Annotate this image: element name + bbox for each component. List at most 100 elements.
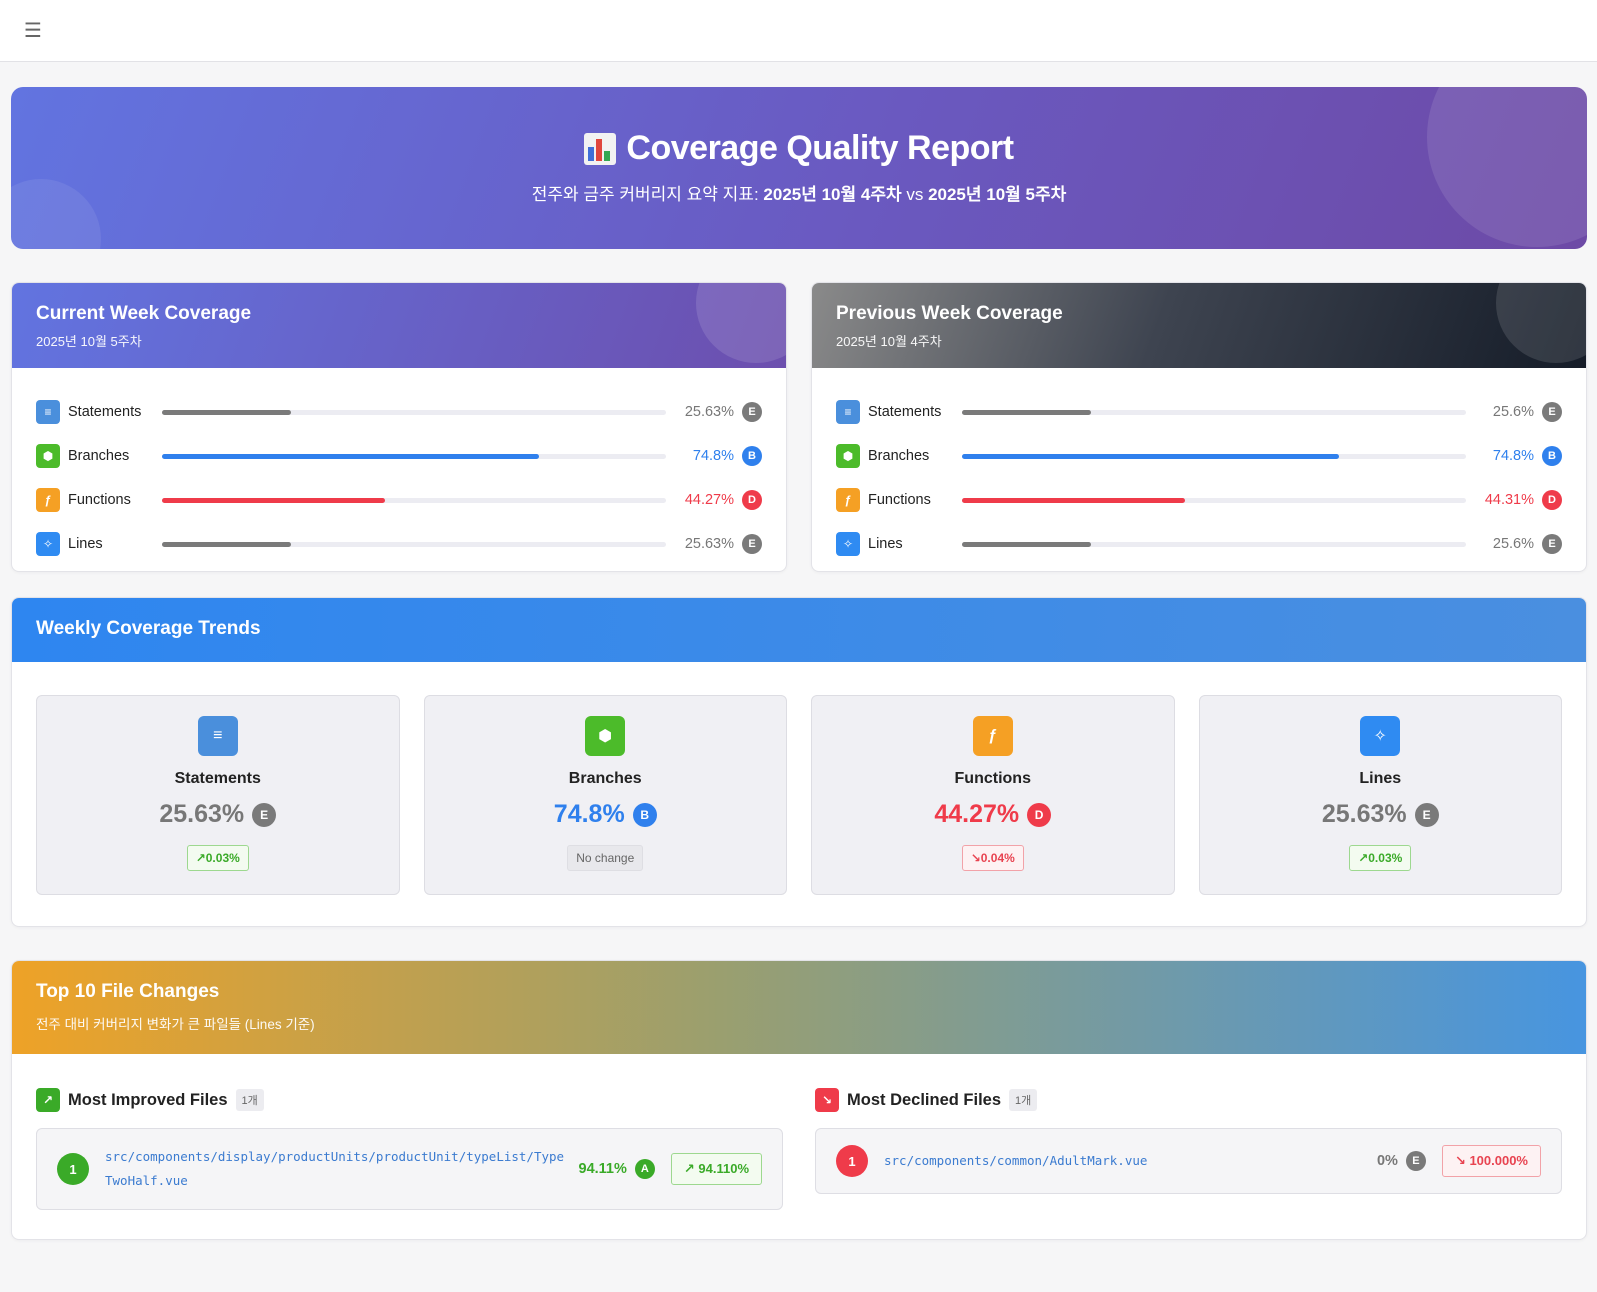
metric-value: 74.8% — [1492, 448, 1534, 464]
grade-badge: E — [252, 802, 277, 827]
change-badge: ↘ 100.000% — [1441, 1145, 1541, 1177]
grade-badge: E — [1405, 1151, 1426, 1171]
metric-row-functions: ƒ Functions 44.31% D — [836, 478, 1562, 522]
function-icon: ƒ — [972, 716, 1013, 756]
trend-value: 44.27% — [934, 800, 1020, 828]
trend-value: 74.8% — [553, 800, 625, 828]
trend-card-branches: ⬢ Branches 74.8% B No change — [423, 695, 787, 895]
list-icon: ≡ — [836, 400, 860, 424]
card-title: Weekly Coverage Trends — [36, 618, 261, 639]
card-title: Previous Week Coverage — [836, 303, 1063, 324]
report-subtitle: 전주와 금주 커버리지 요약 지표: 2025년 10월 4주차 vs 2025… — [11, 180, 1587, 205]
coverage-bar — [962, 409, 1466, 415]
coverage-bar-fill — [162, 409, 292, 415]
metric-label: Statements — [868, 404, 942, 420]
trend-label: Statements — [174, 770, 261, 787]
function-icon: ƒ — [36, 488, 60, 512]
coverage-bar-fill — [162, 453, 539, 459]
grade-badge: D — [742, 490, 762, 510]
coverage-bar-fill — [962, 541, 1092, 547]
metric-value: 44.31% — [1484, 492, 1534, 508]
prev-week-label: 2025년 10월 4주차 — [763, 185, 902, 204]
weekly-trends-card: Weekly Coverage Trends ≡ Statements 25.63%… — [11, 597, 1587, 927]
metric-value: 25.6% — [1492, 404, 1534, 420]
metric-row-functions: ƒ Functions 44.27% D — [36, 478, 762, 522]
grade-badge: D — [1542, 490, 1562, 510]
file-path-link[interactable]: src/components/display/productUnits/prod… — [105, 1149, 565, 1188]
metric-row-statements: ≡ Statements 25.6% E — [836, 390, 1562, 434]
count-badge: 1개 — [235, 1089, 264, 1111]
declined-files-section: ↘ Most Declined Files 1개 1 src/components… — [815, 1088, 1562, 1210]
coverage-bar-fill — [962, 453, 1339, 459]
arrow-down-right-icon: ↘ — [815, 1088, 839, 1112]
sparkle-icon: ✧ — [1360, 716, 1401, 756]
vs-text: vs — [901, 185, 929, 204]
card-week: 2025년 10월 4주차 — [836, 334, 942, 349]
grade-badge: E — [1414, 802, 1439, 827]
file-row[interactable]: 1 src/components/display/productUnits/pro… — [36, 1128, 783, 1210]
metric-label: Functions — [868, 492, 931, 508]
current-week-header: Current Week Coverage 2025년 10월 5주차 — [12, 283, 786, 368]
current-week-label: 2025년 10월 5주차 — [928, 185, 1067, 204]
metric-value: 25.63% — [684, 404, 734, 420]
hexagon-icon: ⬢ — [36, 444, 60, 468]
decor-circle — [1496, 283, 1586, 363]
metric-value: 25.63% — [684, 536, 734, 552]
list-icon: ≡ — [36, 400, 60, 424]
trend-label: Lines — [1359, 770, 1402, 787]
coverage-bar-fill — [962, 409, 1092, 415]
metric-value: 44.27% — [684, 492, 734, 508]
grade-badge: B — [742, 446, 762, 466]
change-badge: ↘0.04% — [961, 845, 1024, 871]
metric-row-branches: ⬢ Branches 74.8% B — [36, 434, 762, 478]
grade-badge: A — [634, 1159, 655, 1179]
grade-badge: B — [632, 802, 657, 827]
metric-label: Branches — [68, 448, 130, 464]
card-week: 2025년 10월 5주차 — [36, 334, 142, 349]
title-text: Coverage Quality Report — [626, 129, 1014, 167]
bar-chart-icon — [584, 132, 617, 165]
file-row[interactable]: 1 src/components/common/AdultMark.vue 0% E ↘… — [815, 1128, 1562, 1194]
arrow-up-right-icon: ↗ — [36, 1088, 60, 1112]
metric-value: 25.6% — [1492, 536, 1534, 552]
previous-week-card: Previous Week Coverage 2025년 10월 4주차 ≡ St… — [811, 282, 1587, 572]
sparkle-icon: ✧ — [836, 532, 860, 556]
trend-label: Branches — [568, 770, 642, 787]
coverage-bar — [162, 541, 666, 547]
page-title: Coverage Quality Report — [584, 129, 1014, 168]
change-badge: No change — [567, 845, 644, 871]
metric-label: Functions — [68, 492, 131, 508]
trend-card-functions: ƒ Functions 44.27% D ↘0.04% — [811, 695, 1175, 895]
file-coverage-value: 0% — [1376, 1153, 1398, 1169]
metric-label: Statements — [68, 404, 142, 420]
metric-label: Lines — [68, 536, 103, 552]
menu-icon[interactable]: ☰ — [24, 19, 42, 42]
file-path-link[interactable]: src/components/common/AdultMark.vue — [884, 1153, 1148, 1168]
coverage-bar — [962, 497, 1466, 503]
trend-value: 25.63% — [159, 800, 245, 828]
coverage-bar-fill — [162, 497, 386, 503]
file-changes-header: Top 10 File Changes 전주 대비 커버리지 변화가 큰 파일들… — [12, 961, 1586, 1054]
metric-value: 74.8% — [692, 448, 734, 464]
list-icon: ≡ — [197, 716, 238, 756]
section-title: Most Improved Files — [68, 1090, 228, 1109]
subtitle-prefix: 전주와 금주 커버리지 요약 지표: — [531, 185, 764, 204]
file-changes-card: Top 10 File Changes 전주 대비 커버리지 변화가 큰 파일들… — [11, 960, 1587, 1240]
grade-badge: E — [742, 534, 762, 554]
report-header: Coverage Quality Report 전주와 금주 커버리지 요약 지… — [11, 87, 1587, 249]
trend-list: ≡ Statements 25.63% E ↗0.03% ⬢ Branches 74.8% B N… — [12, 662, 1586, 895]
grade-badge: B — [1542, 446, 1562, 466]
section-title: Most Declined Files — [847, 1090, 1002, 1109]
coverage-bar — [962, 453, 1466, 459]
sparkle-icon: ✧ — [36, 532, 60, 556]
rank-badge: 1 — [836, 1145, 868, 1177]
coverage-bar-fill — [162, 541, 292, 547]
coverage-bar — [162, 409, 666, 415]
coverage-bar — [162, 497, 666, 503]
card-title: Top 10 File Changes — [36, 981, 220, 1002]
decor-circle — [696, 283, 786, 363]
metric-row-statements: ≡ Statements 25.63% E — [36, 390, 762, 434]
metric-label: Branches — [868, 448, 930, 464]
rank-badge: 1 — [57, 1153, 89, 1185]
